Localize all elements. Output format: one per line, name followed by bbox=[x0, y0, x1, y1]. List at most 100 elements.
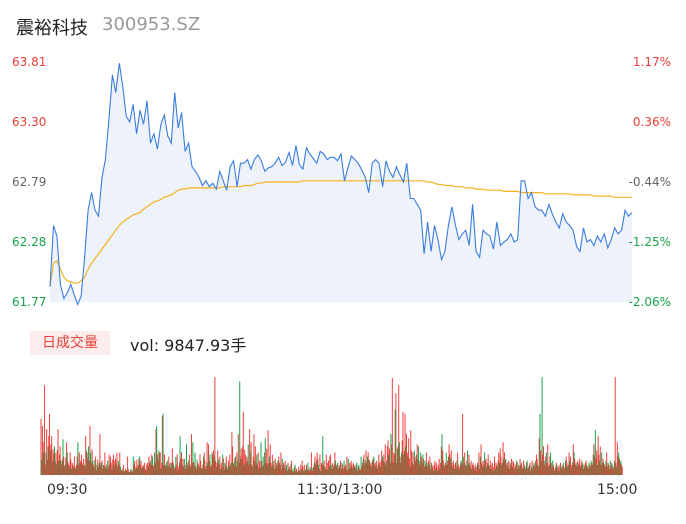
volume-bar bbox=[327, 460, 329, 475]
volume-bar bbox=[339, 466, 341, 475]
volume-bar bbox=[410, 430, 412, 475]
volume-bar bbox=[108, 454, 110, 475]
volume-bar bbox=[433, 464, 435, 475]
volume-bar bbox=[320, 462, 322, 476]
volume-bar bbox=[516, 460, 518, 475]
price-tick: 62.28 bbox=[12, 235, 47, 249]
volume-bar bbox=[482, 460, 484, 475]
volume-bar bbox=[474, 468, 476, 475]
volume-bar bbox=[472, 464, 474, 475]
volume-bar bbox=[362, 458, 364, 475]
volume-bar bbox=[415, 454, 417, 475]
volume-bar bbox=[117, 460, 119, 475]
volume-bar bbox=[204, 460, 206, 475]
volume-bar bbox=[357, 470, 359, 475]
volume-bar bbox=[427, 466, 429, 475]
volume-bar bbox=[286, 470, 288, 475]
volume-bar bbox=[347, 458, 349, 475]
volume-bar bbox=[501, 464, 503, 475]
volume-bar bbox=[276, 464, 278, 475]
volume-bar bbox=[567, 464, 569, 475]
volume-bar bbox=[313, 466, 315, 475]
volume-bar bbox=[540, 460, 542, 475]
volume-bar bbox=[552, 460, 554, 475]
volume-bar bbox=[332, 462, 334, 476]
volume-bar bbox=[97, 466, 99, 475]
volume-bar bbox=[388, 454, 390, 475]
volume-bar bbox=[129, 471, 131, 475]
volume-bar bbox=[343, 460, 345, 475]
volume-bar bbox=[56, 463, 58, 475]
volume-bar bbox=[538, 466, 540, 475]
volume-bar bbox=[481, 462, 483, 476]
volume-bar bbox=[569, 456, 571, 475]
volume-bar bbox=[157, 460, 159, 475]
volume-bar bbox=[199, 454, 201, 475]
volume-bar bbox=[323, 460, 325, 475]
volume-bar bbox=[605, 460, 607, 475]
volume-bar bbox=[340, 460, 342, 475]
volume-bar bbox=[477, 464, 479, 475]
volume-bar bbox=[508, 460, 510, 475]
volume-bar bbox=[562, 464, 564, 475]
volume-bar bbox=[478, 452, 480, 475]
volume-bar bbox=[515, 466, 517, 475]
volume-bar bbox=[283, 462, 285, 476]
volume-bar bbox=[119, 466, 121, 475]
volume-bar bbox=[579, 458, 581, 475]
volume-bar bbox=[225, 464, 227, 475]
volume-bar bbox=[602, 458, 604, 475]
volume-bar bbox=[619, 462, 621, 476]
volume-bar bbox=[615, 462, 617, 476]
volume-bar bbox=[306, 469, 308, 475]
volume-bar bbox=[366, 456, 368, 475]
volume-bar bbox=[298, 466, 300, 475]
volume-bar bbox=[99, 434, 101, 475]
volume-bar bbox=[535, 454, 537, 475]
volume-bar bbox=[46, 459, 48, 475]
volume-bar bbox=[83, 458, 85, 475]
volume-bar bbox=[55, 452, 57, 475]
volume-bar bbox=[586, 464, 588, 475]
volume-bar bbox=[308, 470, 310, 475]
volume-bar bbox=[371, 466, 373, 475]
volume-bar bbox=[360, 456, 362, 475]
volume-bar bbox=[354, 468, 356, 475]
volume-bar bbox=[344, 464, 346, 475]
volume-bar bbox=[293, 471, 295, 475]
volume-bar bbox=[87, 458, 89, 475]
volume-bar bbox=[221, 466, 223, 475]
volume-bar bbox=[176, 454, 178, 475]
volume-bar bbox=[349, 462, 351, 476]
volume-bar bbox=[110, 462, 112, 476]
volume-bar bbox=[612, 468, 614, 475]
volume-bar bbox=[448, 444, 450, 475]
volume-bar bbox=[194, 452, 196, 475]
volume-bar bbox=[470, 460, 472, 475]
volume-bar bbox=[51, 436, 53, 475]
volume-bar bbox=[466, 460, 468, 475]
volume-bar bbox=[58, 454, 60, 475]
volume-bar bbox=[280, 452, 282, 475]
volume-bar bbox=[203, 456, 205, 475]
volume-bar bbox=[314, 456, 316, 475]
volume-bar bbox=[251, 464, 253, 475]
volume-bar bbox=[119, 452, 121, 475]
volume-bar bbox=[403, 454, 405, 475]
volume-bar bbox=[620, 460, 622, 475]
volume-bar bbox=[286, 464, 288, 475]
volume-bar bbox=[489, 466, 491, 475]
volume-bar bbox=[487, 454, 489, 475]
volume-bar bbox=[292, 468, 294, 475]
volume-bar bbox=[156, 426, 158, 475]
volume-bar bbox=[399, 456, 401, 475]
volume-bar bbox=[149, 462, 151, 476]
volume-bar bbox=[502, 442, 504, 475]
volume-bar bbox=[246, 456, 248, 475]
volume-bar bbox=[616, 466, 618, 475]
volume-bar bbox=[82, 462, 84, 476]
volume-bar bbox=[352, 467, 354, 475]
volume-bar bbox=[601, 462, 603, 476]
volume-bar bbox=[362, 462, 364, 476]
volume-bar bbox=[149, 460, 151, 475]
